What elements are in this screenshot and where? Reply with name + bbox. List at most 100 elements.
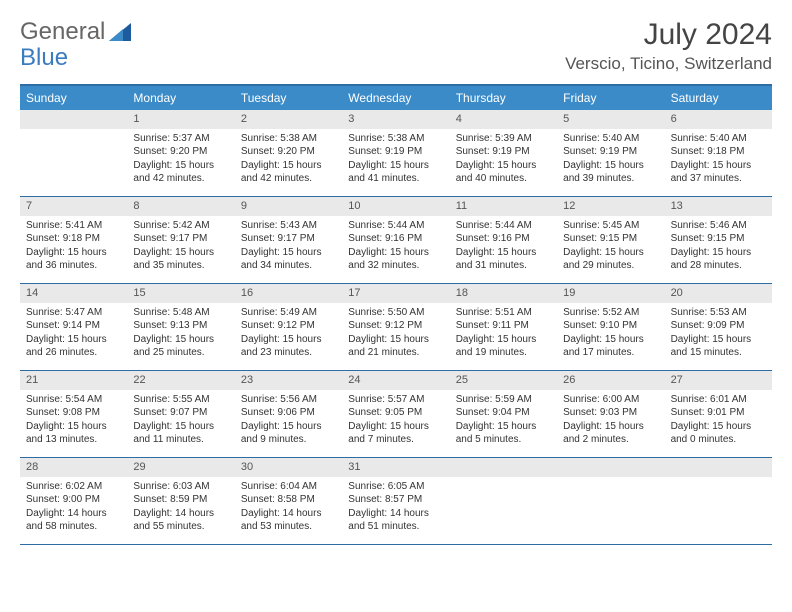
sunrise-text: Sunrise: 5:38 AM — [348, 132, 443, 146]
daylight-text: Daylight: 15 hours and 29 minutes. — [563, 246, 658, 273]
day-number: 8 — [127, 197, 234, 216]
day-cell: 22Sunrise: 5:55 AMSunset: 9:07 PMDayligh… — [127, 371, 234, 457]
sunset-text: Sunset: 9:17 PM — [241, 232, 336, 246]
week-row: 28Sunrise: 6:02 AMSunset: 9:00 PMDayligh… — [20, 458, 772, 545]
day-body: Sunrise: 5:59 AMSunset: 9:04 PMDaylight:… — [450, 390, 557, 453]
day-number: 17 — [342, 284, 449, 303]
day-number: 29 — [127, 458, 234, 477]
day-number: 19 — [557, 284, 664, 303]
day-number — [20, 110, 127, 129]
day-body: Sunrise: 5:38 AMSunset: 9:19 PMDaylight:… — [342, 129, 449, 192]
sunset-text: Sunset: 9:15 PM — [671, 232, 766, 246]
day-body: Sunrise: 6:00 AMSunset: 9:03 PMDaylight:… — [557, 390, 664, 453]
day-number: 18 — [450, 284, 557, 303]
dow-thursday: Thursday — [450, 86, 557, 110]
day-number — [557, 458, 664, 477]
day-body: Sunrise: 5:51 AMSunset: 9:11 PMDaylight:… — [450, 303, 557, 366]
daylight-text: Daylight: 15 hours and 0 minutes. — [671, 420, 766, 447]
sunset-text: Sunset: 8:59 PM — [133, 493, 228, 507]
day-cell: 31Sunrise: 6:05 AMSunset: 8:57 PMDayligh… — [342, 458, 449, 544]
day-body: Sunrise: 5:55 AMSunset: 9:07 PMDaylight:… — [127, 390, 234, 453]
day-number: 31 — [342, 458, 449, 477]
dow-monday: Monday — [127, 86, 234, 110]
day-body: Sunrise: 5:45 AMSunset: 9:15 PMDaylight:… — [557, 216, 664, 279]
sunset-text: Sunset: 9:11 PM — [456, 319, 551, 333]
header: General July 2024 Verscio, Ticino, Switz… — [20, 18, 772, 74]
sunrise-text: Sunrise: 5:53 AM — [671, 306, 766, 320]
day-body: Sunrise: 5:44 AMSunset: 9:16 PMDaylight:… — [450, 216, 557, 279]
day-number: 16 — [235, 284, 342, 303]
sunrise-text: Sunrise: 6:04 AM — [241, 480, 336, 494]
day-cell: 28Sunrise: 6:02 AMSunset: 9:00 PMDayligh… — [20, 458, 127, 544]
sunrise-text: Sunrise: 5:44 AM — [348, 219, 443, 233]
day-body: Sunrise: 5:57 AMSunset: 9:05 PMDaylight:… — [342, 390, 449, 453]
sunset-text: Sunset: 9:09 PM — [671, 319, 766, 333]
day-cell: 18Sunrise: 5:51 AMSunset: 9:11 PMDayligh… — [450, 284, 557, 370]
daylight-text: Daylight: 15 hours and 32 minutes. — [348, 246, 443, 273]
day-number: 13 — [665, 197, 772, 216]
day-of-week-row: Sunday Monday Tuesday Wednesday Thursday… — [20, 86, 772, 110]
day-body: Sunrise: 5:43 AMSunset: 9:17 PMDaylight:… — [235, 216, 342, 279]
day-cell: 17Sunrise: 5:50 AMSunset: 9:12 PMDayligh… — [342, 284, 449, 370]
sunset-text: Sunset: 9:19 PM — [563, 145, 658, 159]
sunset-text: Sunset: 9:08 PM — [26, 406, 121, 420]
sunset-text: Sunset: 9:18 PM — [671, 145, 766, 159]
sunset-text: Sunset: 9:04 PM — [456, 406, 551, 420]
day-cell: 8Sunrise: 5:42 AMSunset: 9:17 PMDaylight… — [127, 197, 234, 283]
logo: General — [20, 18, 131, 46]
daylight-text: Daylight: 15 hours and 15 minutes. — [671, 333, 766, 360]
sunrise-text: Sunrise: 5:48 AM — [133, 306, 228, 320]
day-body — [665, 477, 772, 486]
daylight-text: Daylight: 15 hours and 2 minutes. — [563, 420, 658, 447]
daylight-text: Daylight: 15 hours and 35 minutes. — [133, 246, 228, 273]
daylight-text: Daylight: 15 hours and 36 minutes. — [26, 246, 121, 273]
day-cell: 11Sunrise: 5:44 AMSunset: 9:16 PMDayligh… — [450, 197, 557, 283]
day-body: Sunrise: 5:56 AMSunset: 9:06 PMDaylight:… — [235, 390, 342, 453]
day-cell: 14Sunrise: 5:47 AMSunset: 9:14 PMDayligh… — [20, 284, 127, 370]
day-number: 20 — [665, 284, 772, 303]
day-number — [450, 458, 557, 477]
sunset-text: Sunset: 9:05 PM — [348, 406, 443, 420]
day-number: 10 — [342, 197, 449, 216]
sunset-text: Sunset: 9:15 PM — [563, 232, 658, 246]
day-cell: 27Sunrise: 6:01 AMSunset: 9:01 PMDayligh… — [665, 371, 772, 457]
day-number: 6 — [665, 110, 772, 129]
sunset-text: Sunset: 9:14 PM — [26, 319, 121, 333]
daylight-text: Daylight: 15 hours and 31 minutes. — [456, 246, 551, 273]
daylight-text: Daylight: 15 hours and 25 minutes. — [133, 333, 228, 360]
sunset-text: Sunset: 8:58 PM — [241, 493, 336, 507]
day-cell: 1Sunrise: 5:37 AMSunset: 9:20 PMDaylight… — [127, 110, 234, 196]
day-body: Sunrise: 5:38 AMSunset: 9:20 PMDaylight:… — [235, 129, 342, 192]
sunrise-text: Sunrise: 5:44 AM — [456, 219, 551, 233]
daylight-text: Daylight: 14 hours and 51 minutes. — [348, 507, 443, 534]
day-cell: 12Sunrise: 5:45 AMSunset: 9:15 PMDayligh… — [557, 197, 664, 283]
sunset-text: Sunset: 9:07 PM — [133, 406, 228, 420]
dow-wednesday: Wednesday — [342, 86, 449, 110]
day-number: 3 — [342, 110, 449, 129]
day-cell: 3Sunrise: 5:38 AMSunset: 9:19 PMDaylight… — [342, 110, 449, 196]
sunset-text: Sunset: 9:10 PM — [563, 319, 658, 333]
day-cell: 19Sunrise: 5:52 AMSunset: 9:10 PMDayligh… — [557, 284, 664, 370]
sunset-text: Sunset: 8:57 PM — [348, 493, 443, 507]
day-cell — [450, 458, 557, 544]
day-cell: 13Sunrise: 5:46 AMSunset: 9:15 PMDayligh… — [665, 197, 772, 283]
sunrise-text: Sunrise: 6:01 AM — [671, 393, 766, 407]
sunrise-text: Sunrise: 5:47 AM — [26, 306, 121, 320]
sunset-text: Sunset: 9:18 PM — [26, 232, 121, 246]
day-cell: 7Sunrise: 5:41 AMSunset: 9:18 PMDaylight… — [20, 197, 127, 283]
daylight-text: Daylight: 15 hours and 13 minutes. — [26, 420, 121, 447]
day-body: Sunrise: 5:53 AMSunset: 9:09 PMDaylight:… — [665, 303, 772, 366]
week-row: 1Sunrise: 5:37 AMSunset: 9:20 PMDaylight… — [20, 110, 772, 197]
day-cell: 23Sunrise: 5:56 AMSunset: 9:06 PMDayligh… — [235, 371, 342, 457]
logo-text-blue: Blue — [20, 44, 68, 72]
day-cell — [20, 110, 127, 196]
day-body: Sunrise: 5:52 AMSunset: 9:10 PMDaylight:… — [557, 303, 664, 366]
day-body: Sunrise: 5:41 AMSunset: 9:18 PMDaylight:… — [20, 216, 127, 279]
day-body: Sunrise: 5:50 AMSunset: 9:12 PMDaylight:… — [342, 303, 449, 366]
day-cell: 15Sunrise: 5:48 AMSunset: 9:13 PMDayligh… — [127, 284, 234, 370]
daylight-text: Daylight: 15 hours and 42 minutes. — [241, 159, 336, 186]
dow-sunday: Sunday — [20, 86, 127, 110]
sunset-text: Sunset: 9:01 PM — [671, 406, 766, 420]
sunrise-text: Sunrise: 5:49 AM — [241, 306, 336, 320]
daylight-text: Daylight: 15 hours and 40 minutes. — [456, 159, 551, 186]
